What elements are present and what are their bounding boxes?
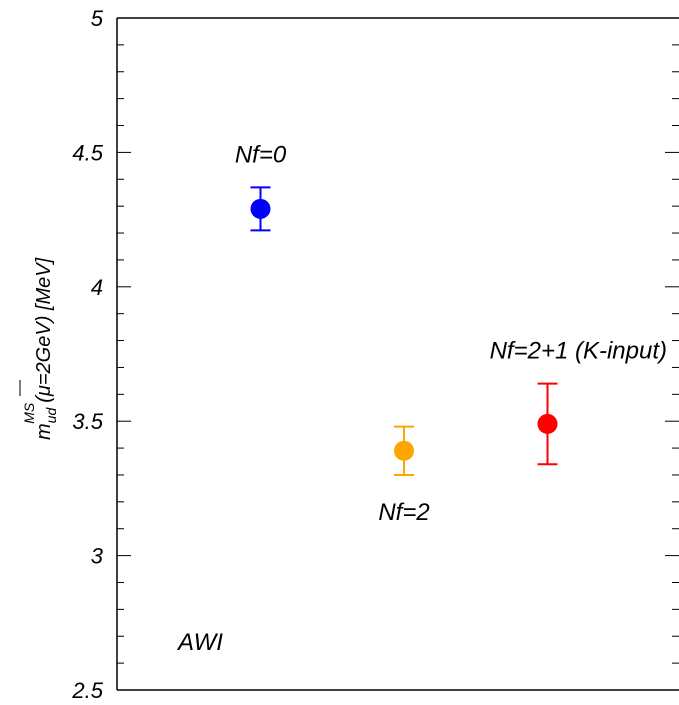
awi-annotation: AWI	[176, 629, 223, 656]
ylabel-superscript: MS	[21, 402, 37, 424]
point-label-2: Nf=2	[378, 499, 429, 526]
data-point-1	[250, 186, 271, 232]
y-axis-label: mud MS(μ=2GeV) [MeV]	[19, 257, 59, 440]
y-tick-label: 4.5	[72, 140, 103, 165]
ylabel-main: m	[33, 423, 55, 440]
marker	[250, 198, 271, 219]
svg-text:mudMS(μ=2GeV) [MeV]: mud MS(μ=2GeV) [MeV]	[21, 257, 59, 440]
data-point-2	[394, 425, 414, 476]
y-tick-label: 2.5	[71, 678, 103, 703]
y-axis-tick-labels: 2.5 3 3.5 4 4.5 5	[71, 6, 103, 703]
point-label-1: Nf=0	[235, 141, 287, 168]
y-tick-label: 4	[91, 275, 103, 300]
data-point-3	[537, 382, 558, 466]
marker	[537, 413, 558, 434]
y-tick-label: 3.5	[72, 409, 103, 434]
y-tick-label: 5	[91, 6, 104, 31]
y-axis-ticks	[117, 17, 679, 691]
plot-frame	[116, 17, 679, 691]
point-label-3: Nf=2+1 (K-input)	[490, 338, 667, 365]
ylabel-subscript: ud	[43, 407, 59, 424]
ylabel-rest: (μ=2GeV) [MeV]	[33, 257, 55, 402]
y-tick-label: 3	[91, 544, 104, 569]
data-points	[250, 186, 558, 476]
marker	[394, 440, 414, 461]
point-labels: Nf=0 Nf=2 Nf=2+1 (K-input)	[235, 141, 667, 526]
